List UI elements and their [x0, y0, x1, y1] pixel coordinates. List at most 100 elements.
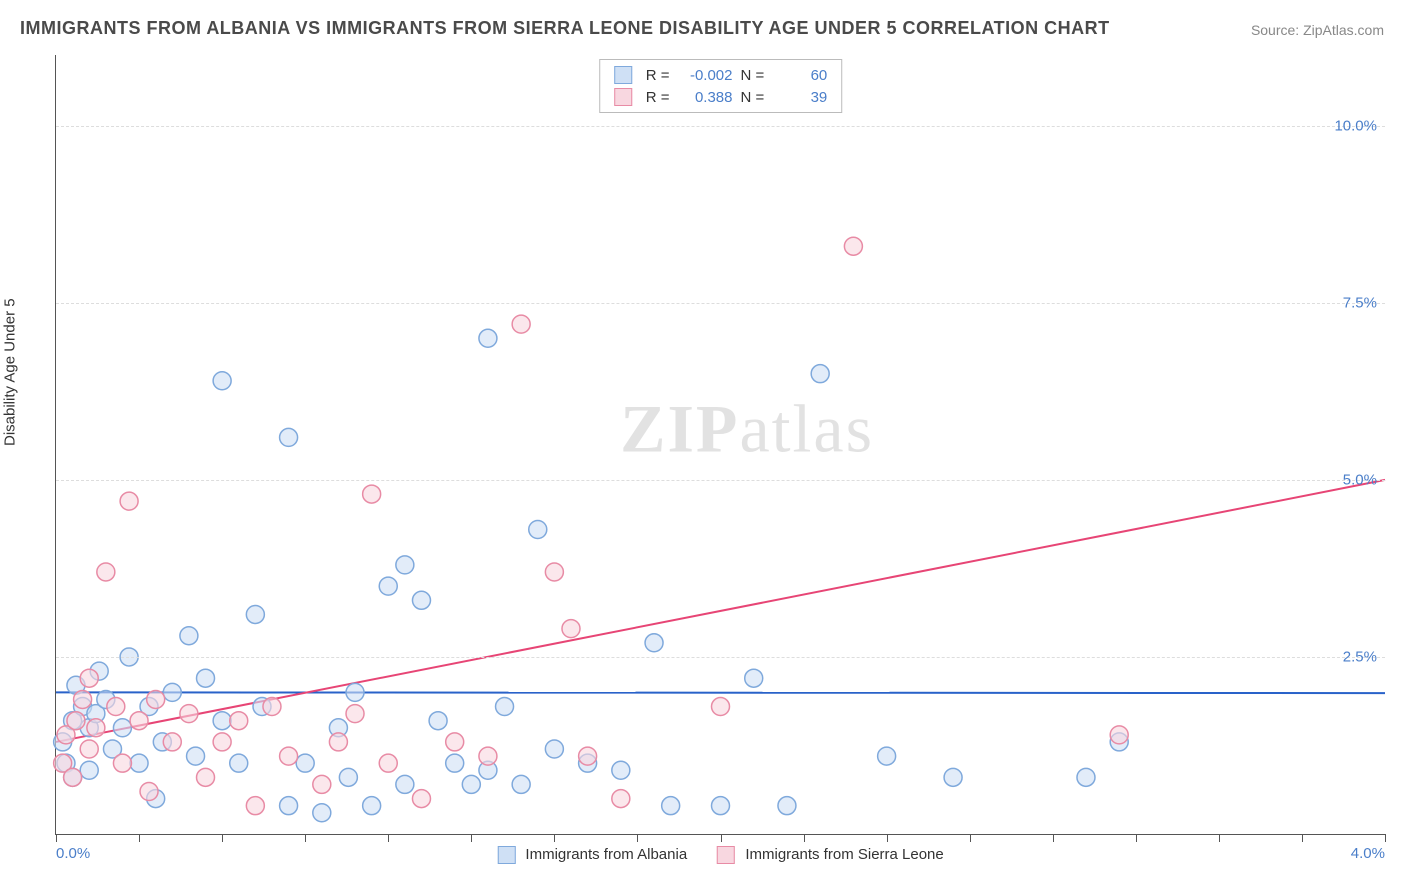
gridline [56, 126, 1385, 127]
data-point [878, 747, 896, 765]
data-point [1077, 768, 1095, 786]
x-tick [471, 834, 472, 842]
data-point [712, 797, 730, 815]
data-point [778, 797, 796, 815]
data-point [512, 775, 530, 793]
data-point [120, 492, 138, 510]
r-label: R = [646, 67, 670, 84]
data-point [180, 627, 198, 645]
data-point [74, 690, 92, 708]
data-point [579, 747, 597, 765]
data-point [363, 797, 381, 815]
scatter-chart [56, 55, 1385, 834]
y-tick-label: 10.0% [1334, 117, 1377, 134]
x-tick [1053, 834, 1054, 842]
gridline [56, 480, 1385, 481]
data-point [296, 754, 314, 772]
data-point [412, 790, 430, 808]
x-tick [1136, 834, 1137, 842]
x-tick [1385, 834, 1386, 842]
legend-swatch-1 [614, 88, 632, 106]
r-label: R = [646, 89, 670, 106]
data-point [645, 634, 663, 652]
data-point [496, 698, 514, 716]
source-attribution: Source: ZipAtlas.com [1251, 22, 1384, 38]
data-point [80, 669, 98, 687]
legend-swatch-0 [614, 66, 632, 84]
data-point [379, 754, 397, 772]
data-point [612, 790, 630, 808]
data-point [545, 740, 563, 758]
data-point [329, 733, 347, 751]
data-point [712, 698, 730, 716]
legend-row-series-1: R = 0.388 N = 39 [614, 86, 828, 108]
y-tick-label: 5.0% [1343, 471, 1377, 488]
gridline [56, 657, 1385, 658]
n-value-0: 60 [772, 67, 827, 84]
data-point [446, 754, 464, 772]
data-point [429, 712, 447, 730]
x-tick [554, 834, 555, 842]
data-point [64, 768, 82, 786]
data-point [87, 719, 105, 737]
data-point [446, 733, 464, 751]
data-point [67, 712, 85, 730]
data-point [346, 683, 364, 701]
data-point [163, 733, 181, 751]
data-point [197, 669, 215, 687]
legend-swatch-series-1 [717, 846, 735, 864]
data-point [113, 754, 131, 772]
plot-area: ZIPatlas R = -0.002 N = 60 R = 0.388 N =… [55, 55, 1385, 835]
data-point [339, 768, 357, 786]
data-point [745, 669, 763, 687]
y-tick-label: 2.5% [1343, 648, 1377, 665]
data-point [363, 485, 381, 503]
data-point [246, 797, 264, 815]
data-point [280, 747, 298, 765]
data-point [396, 556, 414, 574]
data-point [197, 768, 215, 786]
series-1-name: Immigrants from Sierra Leone [745, 846, 943, 863]
data-point [130, 754, 148, 772]
data-point [479, 747, 497, 765]
data-point [346, 705, 364, 723]
legend-item-0: Immigrants from Albania [497, 846, 687, 864]
series-legend: Immigrants from Albania Immigrants from … [497, 846, 943, 864]
data-point [313, 775, 331, 793]
data-point [187, 747, 205, 765]
data-point [263, 698, 281, 716]
y-tick-label: 7.5% [1343, 294, 1377, 311]
data-point [213, 372, 231, 390]
data-point [80, 761, 98, 779]
data-point [163, 683, 181, 701]
data-point [130, 712, 148, 730]
x-axis-max-label: 4.0% [1351, 845, 1385, 862]
legend-row-series-0: R = -0.002 N = 60 [614, 64, 828, 86]
y-axis-label: Disability Age Under 5 [2, 298, 19, 446]
chart-title: IMMIGRANTS FROM ALBANIA VS IMMIGRANTS FR… [20, 18, 1110, 39]
legend-swatch-series-0 [497, 846, 515, 864]
data-point [529, 520, 547, 538]
data-point [462, 775, 480, 793]
data-point [562, 620, 580, 638]
x-axis-min-label: 0.0% [56, 845, 90, 862]
correlation-legend: R = -0.002 N = 60 R = 0.388 N = 39 [599, 59, 843, 113]
data-point [612, 761, 630, 779]
data-point [140, 783, 158, 801]
r-value-1: 0.388 [678, 89, 733, 106]
data-point [97, 563, 115, 581]
data-point [230, 712, 248, 730]
x-tick [305, 834, 306, 842]
data-point [844, 237, 862, 255]
data-point [479, 329, 497, 347]
data-point [107, 698, 125, 716]
series-0-name: Immigrants from Albania [525, 846, 687, 863]
x-tick [1219, 834, 1220, 842]
data-point [662, 797, 680, 815]
x-tick [721, 834, 722, 842]
data-point [944, 768, 962, 786]
legend-item-1: Immigrants from Sierra Leone [717, 846, 944, 864]
n-label: N = [741, 67, 765, 84]
data-point [811, 365, 829, 383]
data-point [213, 712, 231, 730]
